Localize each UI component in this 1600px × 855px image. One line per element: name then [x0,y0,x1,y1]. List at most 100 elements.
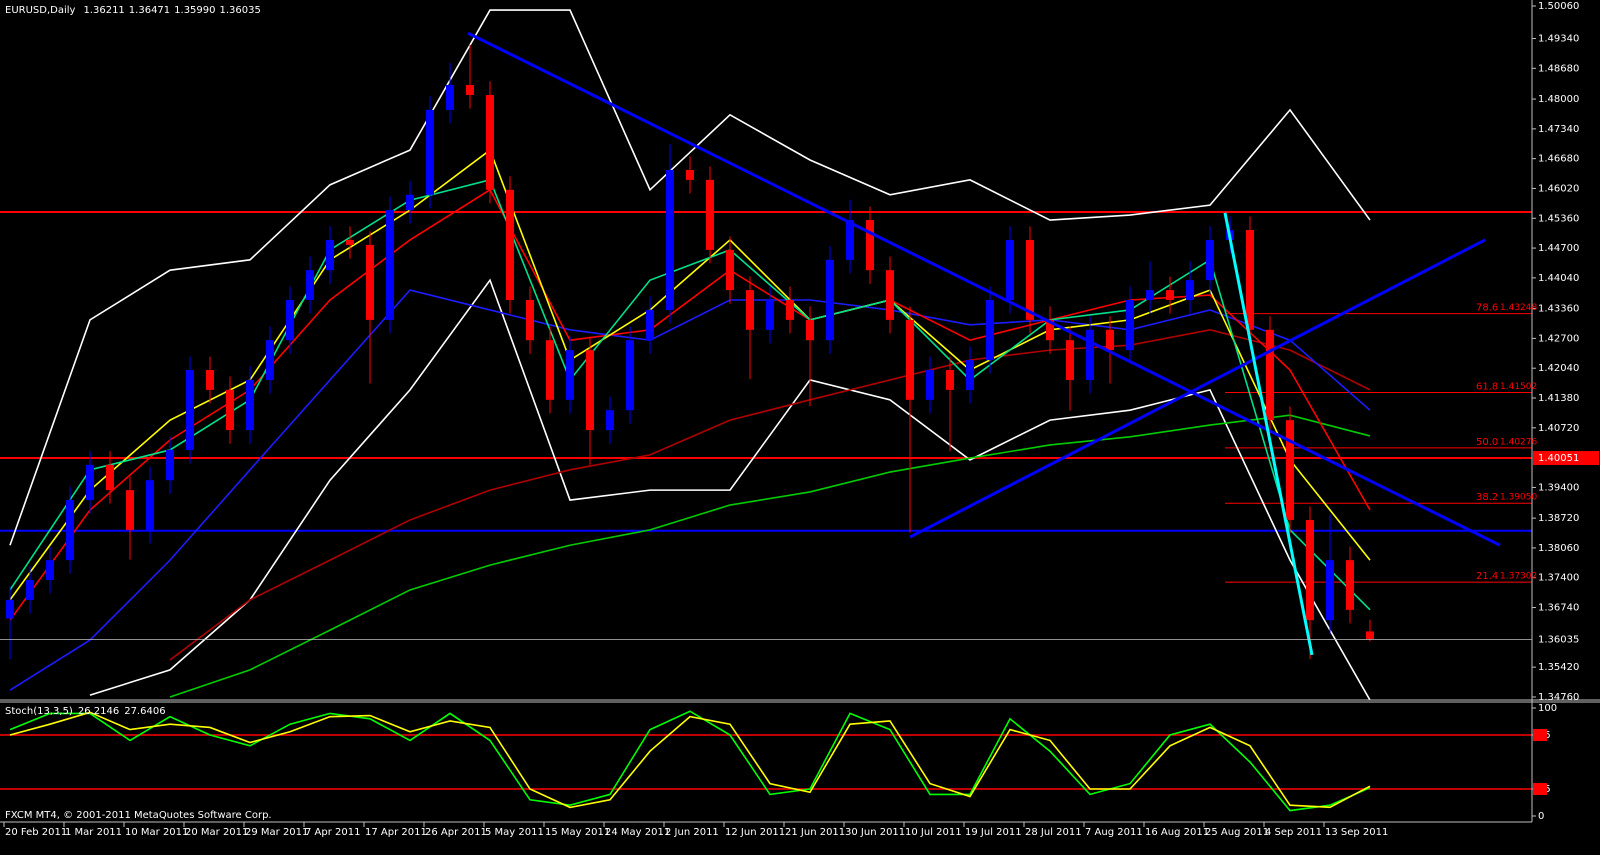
y-tick-label: 100 [1538,703,1557,714]
candle-body [1246,230,1254,330]
y-tick-label: 1.40720 [1538,423,1579,434]
candle-body [1306,519,1314,621]
x-tick-label: 13 Sep 2011 [1325,827,1388,838]
fibo-price: 1.43248 [1500,303,1537,313]
price-tag-label: 1.40051 [1538,453,1579,464]
indicator-line [9,289,1371,691]
candle-body [706,179,714,250]
candle-body [46,560,54,581]
x-tick-label: 28 Jul 2011 [1025,827,1082,838]
y-tick-label: 1.44700 [1538,243,1579,254]
candle-body [1326,560,1334,621]
fibo-level: 21.4 [1476,571,1498,582]
indicator-line [9,178,1371,611]
candle-body [26,580,34,600]
candle-body [566,350,574,400]
candle-body [1186,280,1194,301]
trendline [1223,212,1314,656]
stoch-title: Stoch(13,3,5) 26.2146 27.6406 [5,706,166,717]
candle-body [326,239,334,271]
candle-body [746,290,754,330]
indicator-line [169,414,1371,698]
candle-body [526,300,534,341]
candle-body [546,340,554,400]
x-tick-label: 15 May 2011 [545,827,610,838]
candle-body [146,480,154,530]
candle-body [646,309,654,341]
x-tick-label: 20 Mar 2011 [185,827,248,838]
candle-body [1166,290,1174,301]
candle-body [206,370,214,390]
candle-body [366,244,374,320]
candle-body [346,239,354,245]
y-tick-label: 1.46020 [1538,183,1579,194]
candle-body [806,319,814,341]
candle-body [426,109,434,195]
y-tick-label: 1.46680 [1538,154,1579,165]
y-tick-label: 1.44040 [1538,273,1579,284]
y-tick-label: 1.48000 [1538,94,1579,105]
y-tick-label: 1.35420 [1538,662,1579,673]
x-tick-label: 26 Apr 2011 [425,827,487,838]
candle-body [966,360,974,390]
x-tick-label: 10 Mar 2011 [125,827,188,838]
fibo-price: 1.39050 [1500,493,1537,503]
candle-body [766,300,774,330]
y-tick-label: 1.39400 [1538,482,1579,493]
y-tick-label: 0 [1538,811,1544,822]
candle-body [926,370,934,400]
indicator-line [9,188,1371,621]
fibo-price: 1.40276 [1500,437,1537,447]
y-tick-label: 1.43360 [1538,304,1579,315]
candle-body [606,410,614,431]
stoch-title-part: Stoch(13,3,5) [5,706,73,717]
candle-body [886,270,894,320]
candle-body [166,449,174,481]
candle-body [846,220,854,260]
bid-label: 1.36035 [1538,634,1579,645]
y-tick-label: 1.47340 [1538,124,1579,135]
candle-body [666,169,674,310]
candle-body [466,85,474,95]
copyright: FXCM MT4, © 2001-2011 MetaQuotes Softwar… [5,810,272,821]
candle-body [406,194,414,211]
candle-body [586,350,594,431]
x-tick-label: 7 Aug 2011 [1085,827,1143,838]
candle-body [1066,340,1074,380]
candle-body [1366,631,1374,640]
candle-body [386,210,394,320]
candle-body [186,370,194,450]
level-tag [1533,783,1547,795]
stoch-panel [0,710,1532,812]
indicator-line [89,278,1371,700]
candle-body [1286,420,1294,520]
candle-body [986,300,994,361]
symbol: EURUSD,Daily [5,5,76,16]
candle-body [246,379,254,431]
x-tick-label: 4 Sep 2011 [1265,827,1322,838]
x-tick-label: 21 Jun 2011 [785,827,845,838]
x-tick-label: 17 Apr 2011 [365,827,427,838]
y-tick-label: 1.38060 [1538,543,1579,554]
y-tick-label: 1.38720 [1538,513,1579,524]
candle-body [106,464,114,491]
candle-body [1146,290,1154,301]
fibo-price: 1.41502 [1500,382,1537,392]
candle-body [286,300,294,341]
x-tick-label: 1 Mar 2011 [65,827,122,838]
x-tick-label: 2 Jun 2011 [665,827,719,838]
candle-body [906,319,914,400]
price-tag [1533,451,1599,466]
candle-body [306,270,314,301]
x-tick-label: 16 Aug 2011 [1145,827,1209,838]
candle-body [1206,239,1214,281]
candle-body [1046,319,1054,341]
candle-body [826,259,834,341]
level-tag [1533,729,1547,741]
candle-body [66,500,74,561]
fibo-level: 61.8 [1476,381,1498,392]
candle-body [266,340,274,380]
x-tick-label: 12 Jun 2011 [725,827,785,838]
stoch-line [9,710,1371,812]
